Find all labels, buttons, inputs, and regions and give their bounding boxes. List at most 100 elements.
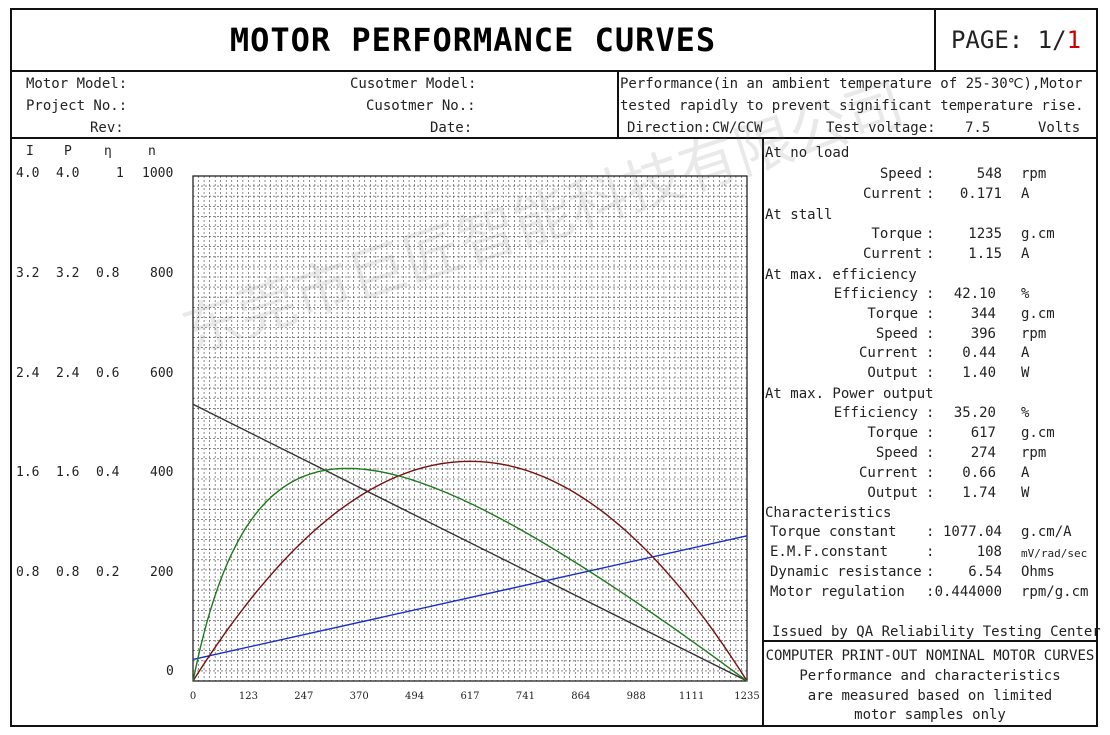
footer-line-1: COMPUTER PRINT-OUT NOMINAL MOTOR CURVES <box>765 648 1095 664</box>
characteristic-unit: mV/rad/sec <box>1021 547 1088 560</box>
max-efficiency-row-colon: : <box>926 286 935 302</box>
tick-current: 4.0 <box>16 166 40 181</box>
tick-speed: 600 <box>150 366 174 381</box>
max-efficiency-row-value: 42.10 <box>953 286 996 302</box>
tick-power: 2.4 <box>56 366 80 381</box>
footer-line-2: Performance and characteristics <box>799 668 1061 684</box>
sheet-frame <box>10 8 1098 727</box>
max-efficiency-row-unit: g.cm <box>1021 306 1055 322</box>
tick-current: 2.4 <box>16 366 40 381</box>
x-tick-label: 741 <box>516 691 535 702</box>
rev-label: Rev: <box>90 120 124 136</box>
footer-line-4: motor samples only <box>854 707 1006 723</box>
max-power-row-colon: : <box>926 485 935 501</box>
axis-header-current: I <box>26 144 34 159</box>
section-title-stall: At stall <box>765 207 833 223</box>
characteristic-label: Torque constant <box>770 524 897 540</box>
date-label: Date: <box>430 120 473 136</box>
x-tick-label: 617 <box>460 691 479 702</box>
no-load-row-unit: rpm <box>1021 166 1047 182</box>
max-power-row-label: Current <box>858 465 918 481</box>
max-power-row-value: 274 <box>970 445 996 461</box>
max-power-row-label: Torque <box>867 425 918 441</box>
x-tick-label: 0 <box>190 691 196 702</box>
characteristic-label: Dynamic resistance <box>770 564 922 580</box>
max-efficiency-row-value: 396 <box>970 326 996 342</box>
performance-note-line1: Performance(in an ambient temperature of… <box>620 76 1083 92</box>
issued-by: Issued by QA Reliability Testing Center <box>772 624 1101 640</box>
footer-line-3: are measured based on limited <box>807 688 1053 704</box>
performance-note-line2: tested rapidly to prevent significant te… <box>620 98 1084 114</box>
tick-current: 1.6 <box>16 465 40 480</box>
tick-efficiency: 1 <box>116 166 124 181</box>
characteristic-colon: : <box>926 564 935 580</box>
tick-speed: 200 <box>150 565 174 580</box>
chart-grid <box>193 176 748 681</box>
stall-row-label: Current <box>862 246 922 262</box>
stall-row-colon: : <box>926 246 935 262</box>
x-tick-label: 370 <box>350 691 369 702</box>
performance-chart: 0 123 247 370 494 617 741 864 988 1111 1235 <box>190 175 760 702</box>
characteristic-value: 6.54 <box>968 564 1002 580</box>
max-efficiency-row-unit: % <box>1021 286 1030 302</box>
max-efficiency-row-label: Output <box>867 365 918 381</box>
stall-row-value: 1235 <box>968 226 1002 242</box>
tick-power: 4.0 <box>56 166 80 181</box>
no-load-row-label: Current <box>862 186 922 202</box>
no-load-row-label: Speed <box>879 166 922 182</box>
max-efficiency-row-unit: rpm <box>1021 326 1047 342</box>
section-title-max-efficiency: At max. efficiency <box>765 267 917 283</box>
max-power-row-label: Output <box>867 485 918 501</box>
max-power-row-label: Efficiency <box>833 405 918 421</box>
max-efficiency-row-colon: : <box>926 345 935 361</box>
characteristic-unit: rpm/g.cm <box>1021 584 1089 600</box>
max-efficiency-row-unit: A <box>1021 345 1030 361</box>
series-line-efficiency <box>192 467 748 682</box>
axis-header-speed: n <box>148 144 156 159</box>
divider <box>10 70 1098 72</box>
x-tick-label: 494 <box>405 691 424 702</box>
tick-speed: 800 <box>150 266 174 281</box>
max-efficiency-row-colon: : <box>926 365 935 381</box>
motor-model-label: Motor Model: <box>26 76 128 92</box>
characteristic-label: Motor regulation <box>770 584 905 600</box>
page-number: 1 <box>1066 26 1082 54</box>
max-efficiency-row-label: Efficiency <box>833 286 918 302</box>
tick-power: 1.6 <box>56 465 80 480</box>
max-power-row-colon: : <box>926 405 935 421</box>
no-load-row-colon: : <box>926 186 935 202</box>
test-voltage-label: Test voltage: <box>826 120 936 136</box>
section-title-no-load: At no load <box>765 145 850 161</box>
section-title-max-power: At max. Power output <box>765 386 934 402</box>
tick-efficiency: 0.2 <box>96 565 120 580</box>
tick-efficiency: 0.6 <box>96 366 120 381</box>
max-efficiency-row-label: Torque <box>867 306 918 322</box>
max-efficiency-row-value: 1.40 <box>962 365 996 381</box>
series-line-speed-rpm <box>192 403 748 682</box>
section-title-characteristics: Characteristics <box>765 505 892 521</box>
max-efficiency-row-value: 344 <box>970 306 996 322</box>
stall-row-value: 1.15 <box>968 246 1002 262</box>
tick-speed: 400 <box>150 465 174 480</box>
tick-current: 3.2 <box>16 266 40 281</box>
tick-efficiency: 0.8 <box>96 266 120 281</box>
tick-current: 0.8 <box>16 565 40 580</box>
stall-row-label: Torque <box>871 226 922 242</box>
chart-series <box>192 403 748 682</box>
max-power-row-unit: W <box>1021 485 1030 501</box>
max-power-row-colon: : <box>926 445 935 461</box>
max-power-row-unit: rpm <box>1021 445 1047 461</box>
no-load-row-value: 548 <box>976 166 1002 182</box>
max-efficiency-row-unit: W <box>1021 365 1030 381</box>
customer-no-label: Cusotmer No.: <box>366 98 476 114</box>
max-power-row-unit: g.cm <box>1021 425 1055 441</box>
max-power-row-value: 617 <box>970 425 996 441</box>
max-power-row-value: 1.74 <box>962 485 996 501</box>
max-power-row-value: 35.20 <box>953 405 996 421</box>
characteristic-label: E.M.F.constant <box>770 544 889 560</box>
max-power-row-unit: % <box>1021 405 1030 421</box>
customer-model-label: Cusotmer Model: <box>350 76 477 92</box>
characteristic-unit: g.cm/A <box>1021 524 1072 540</box>
tick-efficiency: 0.4 <box>96 465 120 480</box>
tick-power: 3.2 <box>56 266 80 281</box>
